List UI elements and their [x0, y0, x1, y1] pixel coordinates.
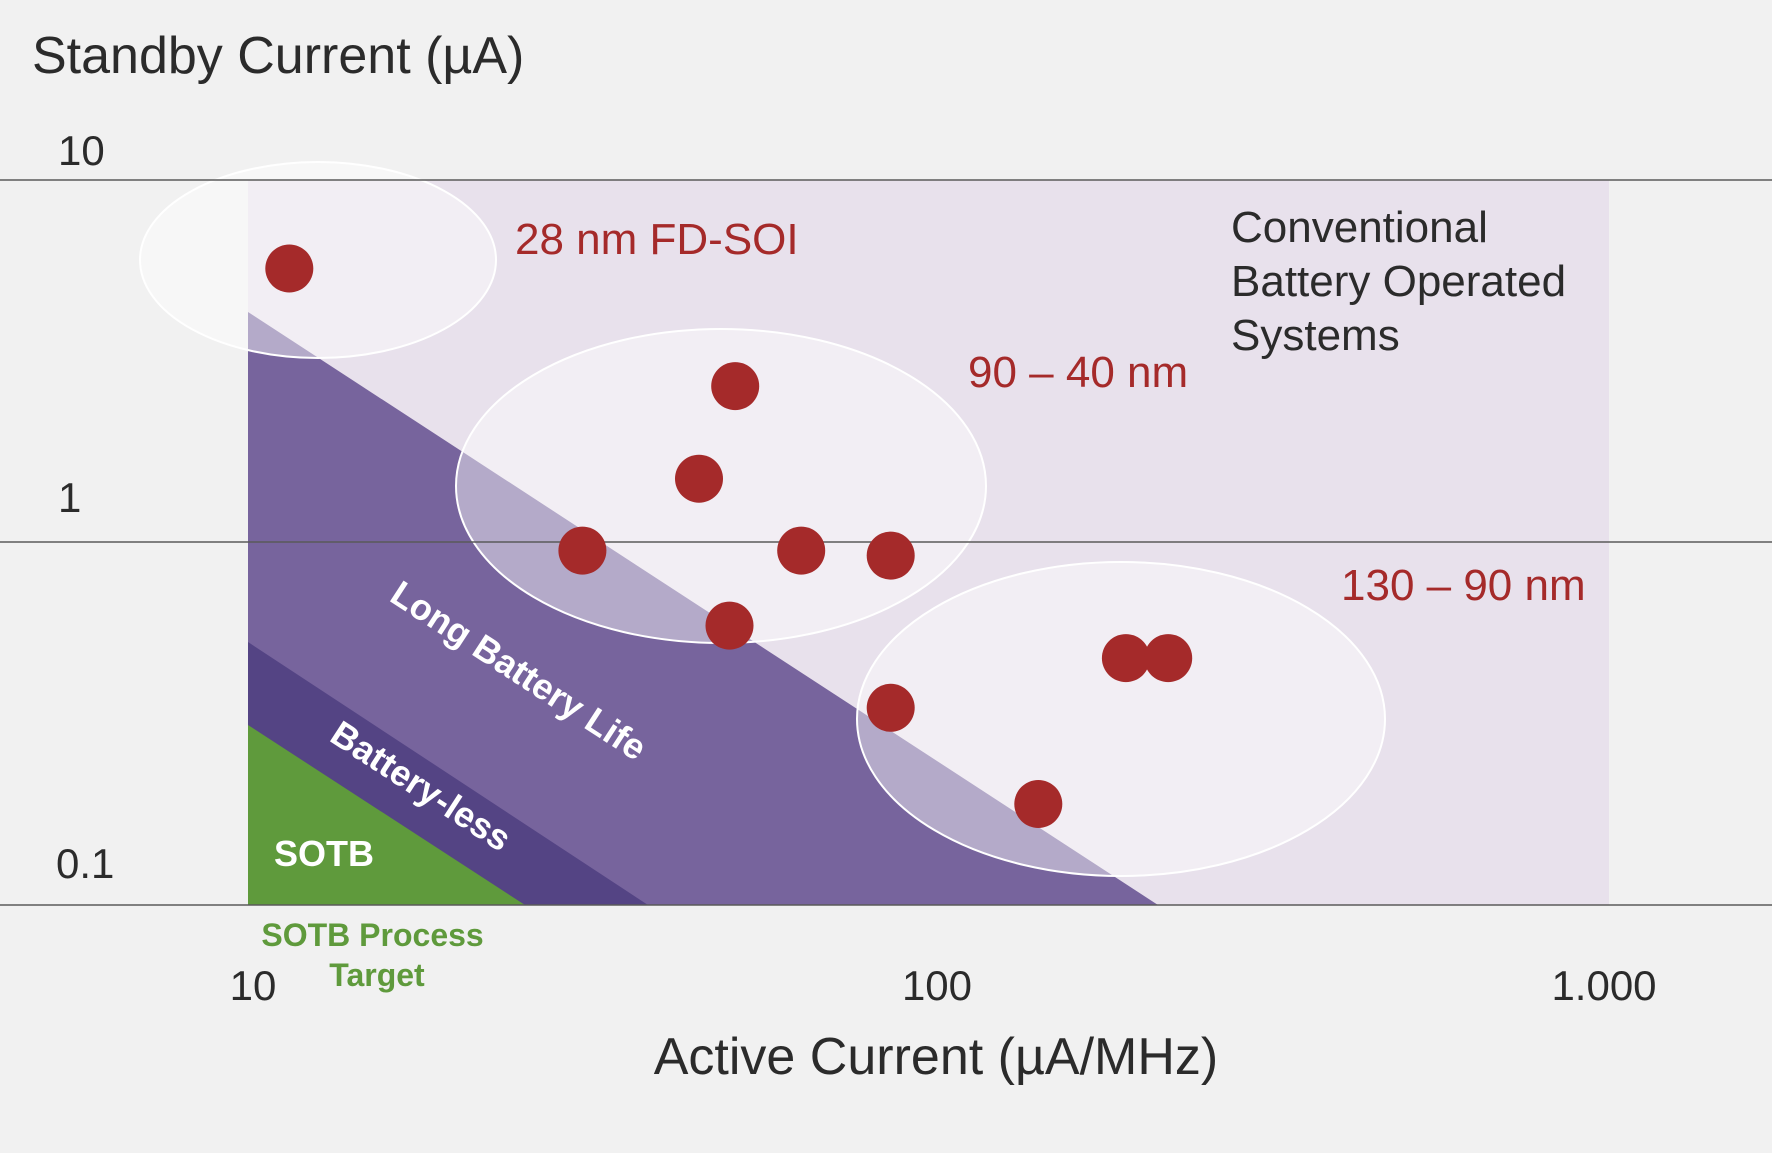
annotation-sotb-target: SOTB Process Target: [261, 917, 492, 993]
data-point-series-1-0: [711, 362, 760, 411]
data-point-series-0-0: [265, 244, 314, 293]
data-points: [265, 244, 1193, 828]
group-ellipse-28nm: [139, 161, 497, 359]
y-tick-label-0.1: 0.1: [56, 840, 114, 887]
x-tick-label-1000: 1.000: [1551, 962, 1656, 1009]
data-point-series-2-0: [866, 683, 915, 732]
region-long-battery-life: [248, 312, 1158, 905]
region-label-conventional-line-3: Systems: [1231, 311, 1400, 360]
region-label-conventional: Conventional Battery Operated Systems: [1231, 203, 1578, 360]
y-tick-label-1: 1: [58, 474, 81, 521]
region-label-sotb: SOTB: [274, 833, 374, 874]
data-point-series-2-3: [1014, 780, 1063, 828]
x-axis-title: Active Current (µA/MHz): [654, 1028, 1218, 1086]
series-label-90-40nm: 90 – 40 nm: [968, 348, 1188, 397]
annotation-line-2: Target: [329, 957, 425, 993]
data-point-series-2-2: [1144, 634, 1193, 683]
data-point-series-1-4: [866, 531, 915, 580]
data-point-series-1-5: [705, 601, 754, 650]
x-tick-label-100: 100: [902, 962, 972, 1009]
annotation-line-1: SOTB Process: [261, 917, 483, 953]
series-label-130-90nm: 130 – 90 nm: [1341, 561, 1586, 610]
data-point-series-1-1: [675, 454, 723, 503]
region-label-conventional-line-1: Conventional: [1231, 203, 1488, 252]
y-axis-title: Standby Current (µA): [32, 27, 524, 85]
x-tick-label-10: 10: [230, 962, 277, 1009]
data-point-series-1-3: [777, 526, 826, 575]
group-ellipse-130-90nm: [856, 561, 1386, 877]
data-point-series-2-1: [1101, 634, 1150, 683]
series-label-28nm: 28 nm FD-SOI: [515, 215, 799, 264]
region-label-conventional-line-2: Battery Operated: [1231, 257, 1566, 306]
region-sotb: [248, 725, 525, 905]
y-tick-label-10: 10: [58, 127, 105, 174]
data-point-series-1-2: [558, 526, 607, 575]
